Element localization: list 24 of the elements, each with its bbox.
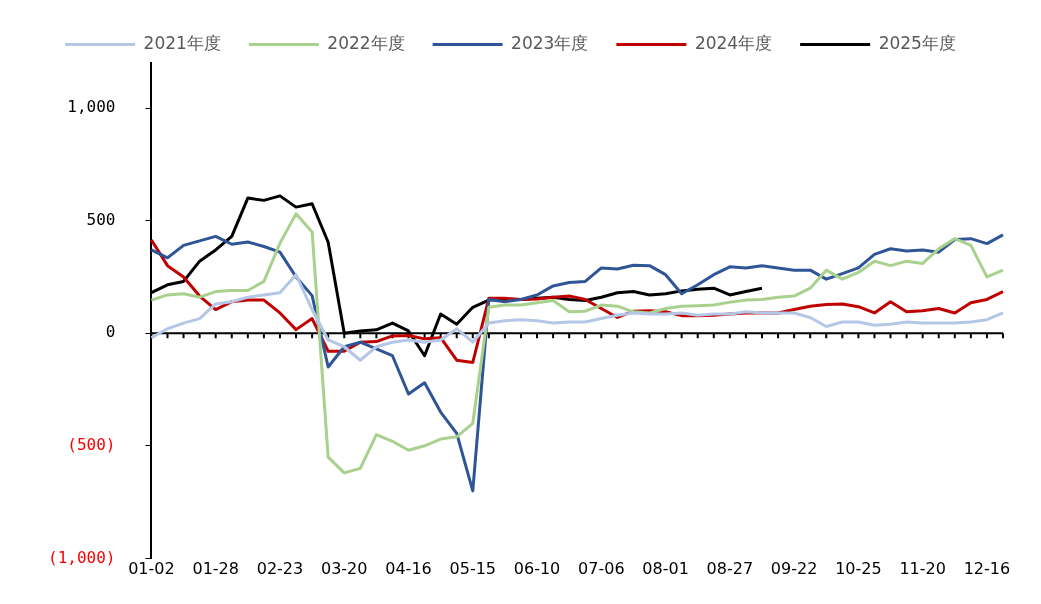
x-tick-label: 02-23	[256, 559, 304, 579]
legend-label: 2025年度	[878, 32, 956, 53]
legend-label: 2021年度	[143, 32, 221, 53]
x-tick-label: 06-10	[513, 559, 561, 579]
legend-label: 2022年度	[327, 32, 405, 53]
x-tick-label: 07-06	[578, 559, 625, 579]
y-tick-label: (500)	[67, 434, 116, 454]
x-tick-label: 08-27	[706, 559, 754, 579]
x-tick-label: 05-15	[449, 559, 497, 579]
y-tick-label: 0	[105, 322, 116, 342]
x-tick-label: 04-16	[385, 559, 432, 579]
y-tick-label: 500	[86, 209, 116, 229]
y-tick-label: 1,000	[67, 97, 116, 117]
legend-label: 2023年度	[511, 32, 589, 53]
x-tick-label: 09-22	[770, 559, 818, 579]
x-tick-label: 10-25	[835, 559, 882, 579]
x-tick-label: 01-28	[192, 559, 239, 579]
x-tick-label: 11-20	[899, 559, 946, 579]
x-tick-label: 03-20	[320, 559, 368, 579]
y-tick-label: (1,000)	[47, 547, 116, 567]
x-tick-label: 12-16	[963, 559, 1011, 579]
x-tick-label: 08-01	[642, 559, 689, 579]
x-tick-label: 01-02	[128, 559, 175, 579]
legend-label: 2024年度	[694, 32, 773, 53]
